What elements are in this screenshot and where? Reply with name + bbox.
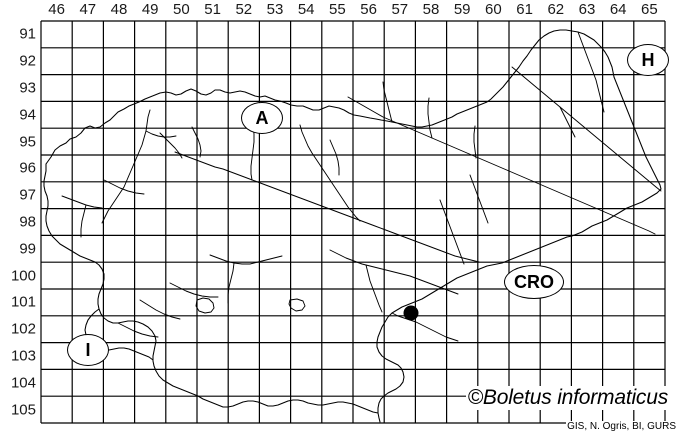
row-label-98: 98 (19, 213, 36, 231)
copyright-text: ©Boletus informaticus (465, 386, 670, 410)
column-label-57: 57 (391, 1, 409, 18)
column-label-46: 46 (48, 1, 65, 18)
croatia-tag-label: CRO (514, 271, 554, 292)
italy-tag-label: I (85, 339, 91, 360)
row-label-91: 91 (19, 25, 36, 43)
column-label-50: 50 (173, 1, 190, 18)
row-label-100: 100 (10, 267, 36, 285)
row-label-97: 97 (19, 186, 36, 204)
column-label-52: 52 (235, 1, 253, 18)
column-label-61: 61 (516, 1, 533, 18)
austria-tag: A (241, 102, 283, 134)
credits-text: GIS, N. Ogris, BI, GURS (566, 421, 677, 432)
column-label-65: 65 (641, 1, 658, 18)
occurrence-record-dot (403, 305, 419, 321)
italy-tag: I (67, 334, 109, 366)
country-border-layer (43, 29, 662, 423)
croatia-tag: CRO (504, 265, 564, 299)
row-label-102: 102 (10, 320, 36, 338)
hungary-tag-label: H (641, 49, 655, 70)
row-label-93: 93 (19, 79, 36, 97)
row-label-92: 92 (19, 52, 36, 70)
column-label-62: 62 (547, 1, 565, 18)
column-label-49: 49 (141, 1, 159, 18)
row-label-95: 95 (19, 133, 36, 151)
austria-tag-label: A (255, 107, 269, 128)
row-label-103: 103 (10, 347, 36, 365)
column-label-58: 58 (422, 1, 440, 18)
column-label-53: 53 (266, 1, 284, 18)
row-label-105: 105 (10, 401, 36, 419)
row-label-94: 94 (19, 106, 36, 124)
row-label-99: 99 (19, 240, 36, 258)
column-label-48: 48 (110, 1, 128, 18)
hungary-tag: H (627, 44, 669, 76)
column-label-64: 64 (609, 1, 627, 18)
grid-layer (40, 20, 666, 424)
column-label-54: 54 (297, 1, 315, 18)
column-label-59: 59 (453, 1, 471, 18)
row-label-96: 96 (19, 159, 36, 177)
row-label-101: 101 (10, 293, 36, 311)
column-label-47: 47 (79, 1, 97, 18)
row-label-104: 104 (10, 374, 36, 392)
column-label-60: 60 (485, 1, 502, 18)
records-layer (403, 305, 419, 321)
column-label-55: 55 (329, 1, 346, 18)
column-label-56: 56 (360, 1, 377, 18)
column-label-51: 51 (204, 1, 221, 18)
column-label-63: 63 (578, 1, 596, 18)
rivers-layer (61, 31, 662, 342)
